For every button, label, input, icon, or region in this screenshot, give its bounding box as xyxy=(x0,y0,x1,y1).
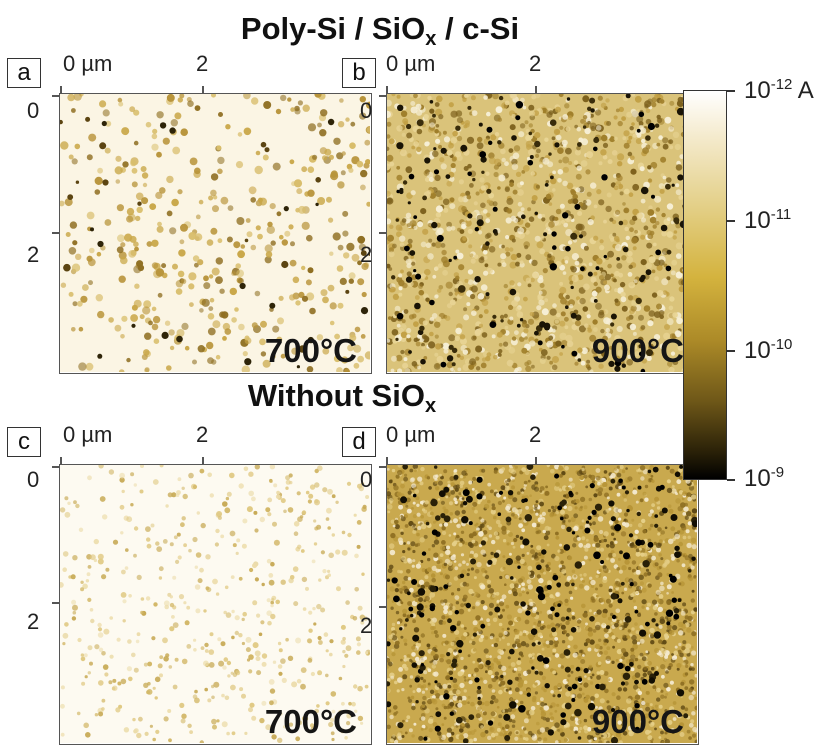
panel-d-y-tick xyxy=(379,606,386,608)
panel-d-y-tick xyxy=(379,466,386,468)
panel-c-noise xyxy=(60,465,370,743)
title-top-text: Poly-Si / SiO xyxy=(240,11,426,46)
panel-c-y-tick xyxy=(52,466,59,468)
colorbar-label-1e-10: 10-10 xyxy=(744,336,793,364)
panel-c-x-tick xyxy=(202,457,204,464)
colorbar-label-1e-12: 10-12 A xyxy=(744,76,814,104)
panel-b-temperature: 900°C xyxy=(591,332,684,369)
panel-d-x-label-0: 0 µm xyxy=(386,422,436,447)
title-top-tail: / c-Si xyxy=(436,11,520,46)
panel-c-y-label-2: 2 xyxy=(27,609,40,634)
panel-a-current-map: 700°C xyxy=(59,93,372,374)
panel-a-y-label-2: 2 xyxy=(27,242,40,267)
panel-c-y-label-0: 0 xyxy=(27,467,40,492)
panel-a-y-tick xyxy=(52,232,59,234)
panel-b-x-label-2: 2 xyxy=(529,51,542,76)
panel-a-x-label-2: 2 xyxy=(196,51,209,76)
panel-d-x-tick xyxy=(386,457,388,464)
panel-d-y-label-2: 2 xyxy=(360,613,373,638)
panel-a-y-tick xyxy=(52,95,59,97)
panel-a-x-label-0: 0 µm xyxy=(63,51,113,76)
panel-a-temperature: 700°C xyxy=(264,332,357,369)
title-mid-text: Without SiO xyxy=(247,378,425,413)
colorbar-tick xyxy=(727,479,735,481)
colorbar-tick xyxy=(727,350,735,352)
panel-d-y-label-0: 0 xyxy=(360,467,373,492)
panel-b-y-tick xyxy=(379,95,386,97)
panel-b-y-label-2: 2 xyxy=(360,242,373,267)
panel-a-x-tick xyxy=(60,86,62,93)
panel-c-x-label-0: 0 µm xyxy=(63,422,113,447)
title-mid-subscript: x xyxy=(424,395,437,417)
panel-a-y-label-0: 0 xyxy=(27,98,40,123)
panel-d-letter: d xyxy=(342,427,376,457)
panel-b-noise xyxy=(387,94,697,372)
panel-c-current-map: 700°C xyxy=(59,464,372,745)
panel-c-y-tick xyxy=(52,602,59,604)
panel-c-x-label-2: 2 xyxy=(196,422,209,447)
title-without-siox: Without SiOx xyxy=(0,378,722,417)
panel-d-current-map: 900°C xyxy=(386,464,699,745)
panel-d-x-tick xyxy=(535,457,537,464)
current-colorbar xyxy=(683,90,727,480)
panel-b-current-map: 900°C xyxy=(386,93,699,374)
panel-a-letter: a xyxy=(7,58,41,88)
panel-b-x-tick xyxy=(386,86,388,93)
panel-c-x-tick xyxy=(60,457,62,464)
panel-b-x-tick xyxy=(535,86,537,93)
panel-b-letter: b xyxy=(342,58,376,88)
colorbar-tick xyxy=(727,90,735,92)
title-top-subscript: x xyxy=(425,28,437,50)
colorbar-label-1e-9: 10-9 xyxy=(744,464,785,492)
title-poly-si-stack: Poly-Si / SiOx / c-Si xyxy=(0,11,760,50)
colorbar-label-1e-11: 10-11 xyxy=(744,206,792,234)
panel-d-x-label-2: 2 xyxy=(529,422,542,447)
panel-a-x-tick xyxy=(202,86,204,93)
panel-c-temperature: 700°C xyxy=(264,703,357,740)
panel-c-letter: c xyxy=(7,427,41,457)
panel-b-x-label-0: 0 µm xyxy=(386,51,436,76)
colorbar-tick xyxy=(727,220,735,222)
panel-d-temperature: 900°C xyxy=(591,703,684,740)
panel-b-y-tick xyxy=(379,232,386,234)
panel-b-y-label-0: 0 xyxy=(360,98,373,123)
panel-d-noise xyxy=(387,465,697,743)
panel-a-noise xyxy=(60,94,370,372)
